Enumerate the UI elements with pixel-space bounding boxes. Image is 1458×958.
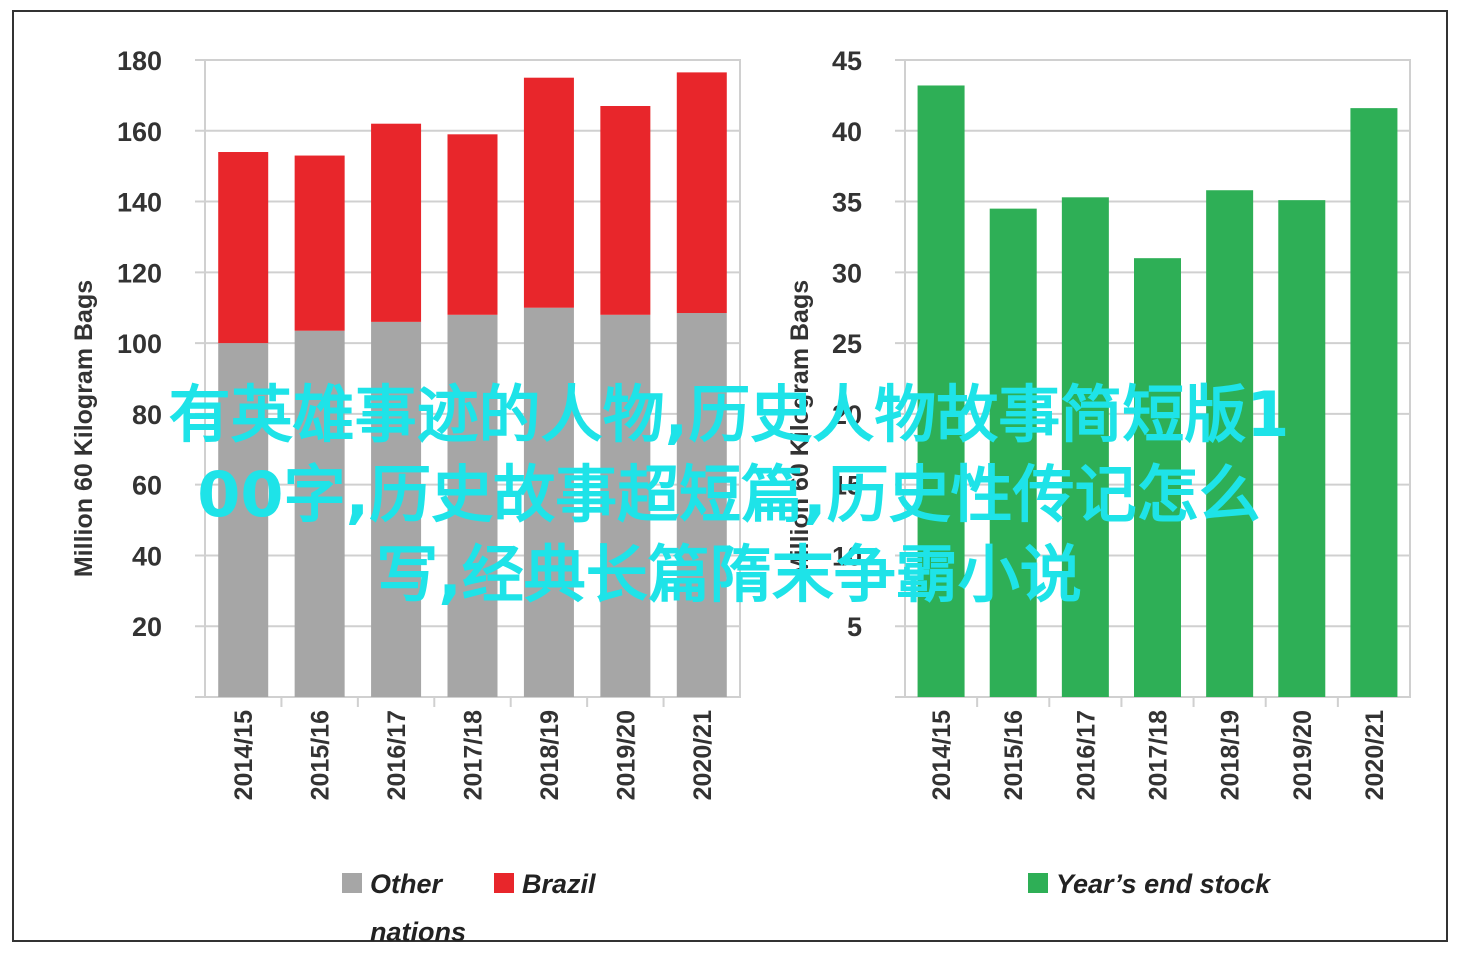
right-bar-stock (1278, 200, 1326, 697)
left-bar-other-nations (676, 313, 727, 697)
left-x-tick-label: 2018/19 (536, 710, 564, 800)
left-x-tick-label: 2019/20 (612, 710, 640, 800)
left-bar-brazil (218, 152, 269, 344)
right-bar-stock (1206, 190, 1254, 697)
chart-year-end-stock: 45 40 35 30 25 20 15 10 5 2014/15 2015/16 2016/17 20… (786, 46, 1411, 899)
left-y-axis-title: Million 60 Kilogram Bags (70, 280, 98, 577)
right-x-tick-label: 2015/16 (1000, 710, 1028, 800)
left-x-tick-label: 2014/15 (230, 710, 258, 800)
left-y-tick-label: 60 (132, 471, 162, 501)
right-y-tick-label: 30 (832, 258, 862, 288)
right-x-tick-label: 2016/17 (1072, 710, 1100, 800)
right-x-tick-label: 2019/20 (1289, 710, 1317, 800)
right-y-tick-label: 35 (832, 188, 862, 218)
left-bar-brazil (447, 134, 498, 315)
left-x-tick-label: 2020/21 (689, 710, 717, 800)
right-legend-swatch (1028, 873, 1048, 893)
right-x-tick-label: 2017/18 (1145, 710, 1173, 800)
right-y-tick-label: 45 (832, 46, 862, 76)
left-bar-other-nations (218, 343, 269, 697)
right-x-tick-label: 2018/19 (1217, 710, 1245, 800)
left-y-tick-label: 180 (117, 46, 162, 76)
left-x-tick-label: 2016/17 (383, 710, 411, 800)
left-y-tick-label: 40 (132, 541, 162, 571)
left-x-tick-label: 2017/18 (460, 710, 488, 800)
left-bar-other-nations (600, 314, 651, 697)
left-y-tick-label: 80 (132, 400, 162, 430)
left-bar-other-nations (294, 330, 345, 697)
right-y-tick-label: 40 (832, 117, 862, 147)
left-bar-other-nations (523, 307, 574, 697)
right-x-tick-label: 2020/21 (1361, 710, 1389, 800)
right-x-tick-label: 2014/15 (928, 710, 956, 800)
left-legend-swatch (342, 873, 362, 893)
left-legend-label: Brazil (522, 869, 596, 899)
left-bar-other-nations (447, 314, 498, 697)
left-y-tick-label: 100 (117, 329, 162, 359)
left-y-tick-label: 120 (117, 258, 162, 288)
right-legend-label: Year’s end stock (1056, 869, 1272, 899)
left-x-tick-label: 2015/16 (307, 710, 335, 800)
right-y-tick-label: 10 (832, 541, 862, 571)
left-y-tick-label: 20 (132, 612, 162, 642)
right-y-axis-title: Million 60 Kilogram Bags (786, 280, 814, 577)
right-y-tick-label: 25 (832, 329, 862, 359)
left-bar-other-nations (371, 321, 422, 697)
chart-brazil-other: 180 160 140 120 100 80 60 40 20 2014/15 2015/16 201… (70, 46, 741, 947)
right-y-tick-label: 15 (832, 471, 862, 501)
right-bar-stock (989, 208, 1037, 697)
left-legend-swatch (494, 873, 514, 893)
left-bar-brazil (294, 155, 345, 331)
right-y-tick-label: 20 (832, 400, 862, 430)
left-y-tick-label: 160 (117, 117, 162, 147)
left-bar-brazil (600, 106, 651, 315)
left-y-tick-label: 140 (117, 188, 162, 218)
right-y-tick-label: 5 (847, 612, 862, 642)
right-bar-stock (1061, 197, 1109, 697)
left-legend-label: nations (370, 917, 466, 947)
right-bar-stock (1350, 108, 1398, 697)
left-bar-brazil (371, 123, 422, 322)
right-bar-stock (917, 85, 965, 698)
left-bar-brazil (676, 72, 727, 314)
left-legend-label: Other (370, 869, 444, 899)
left-bar-brazil (523, 77, 574, 308)
right-bar-stock (1134, 258, 1181, 697)
